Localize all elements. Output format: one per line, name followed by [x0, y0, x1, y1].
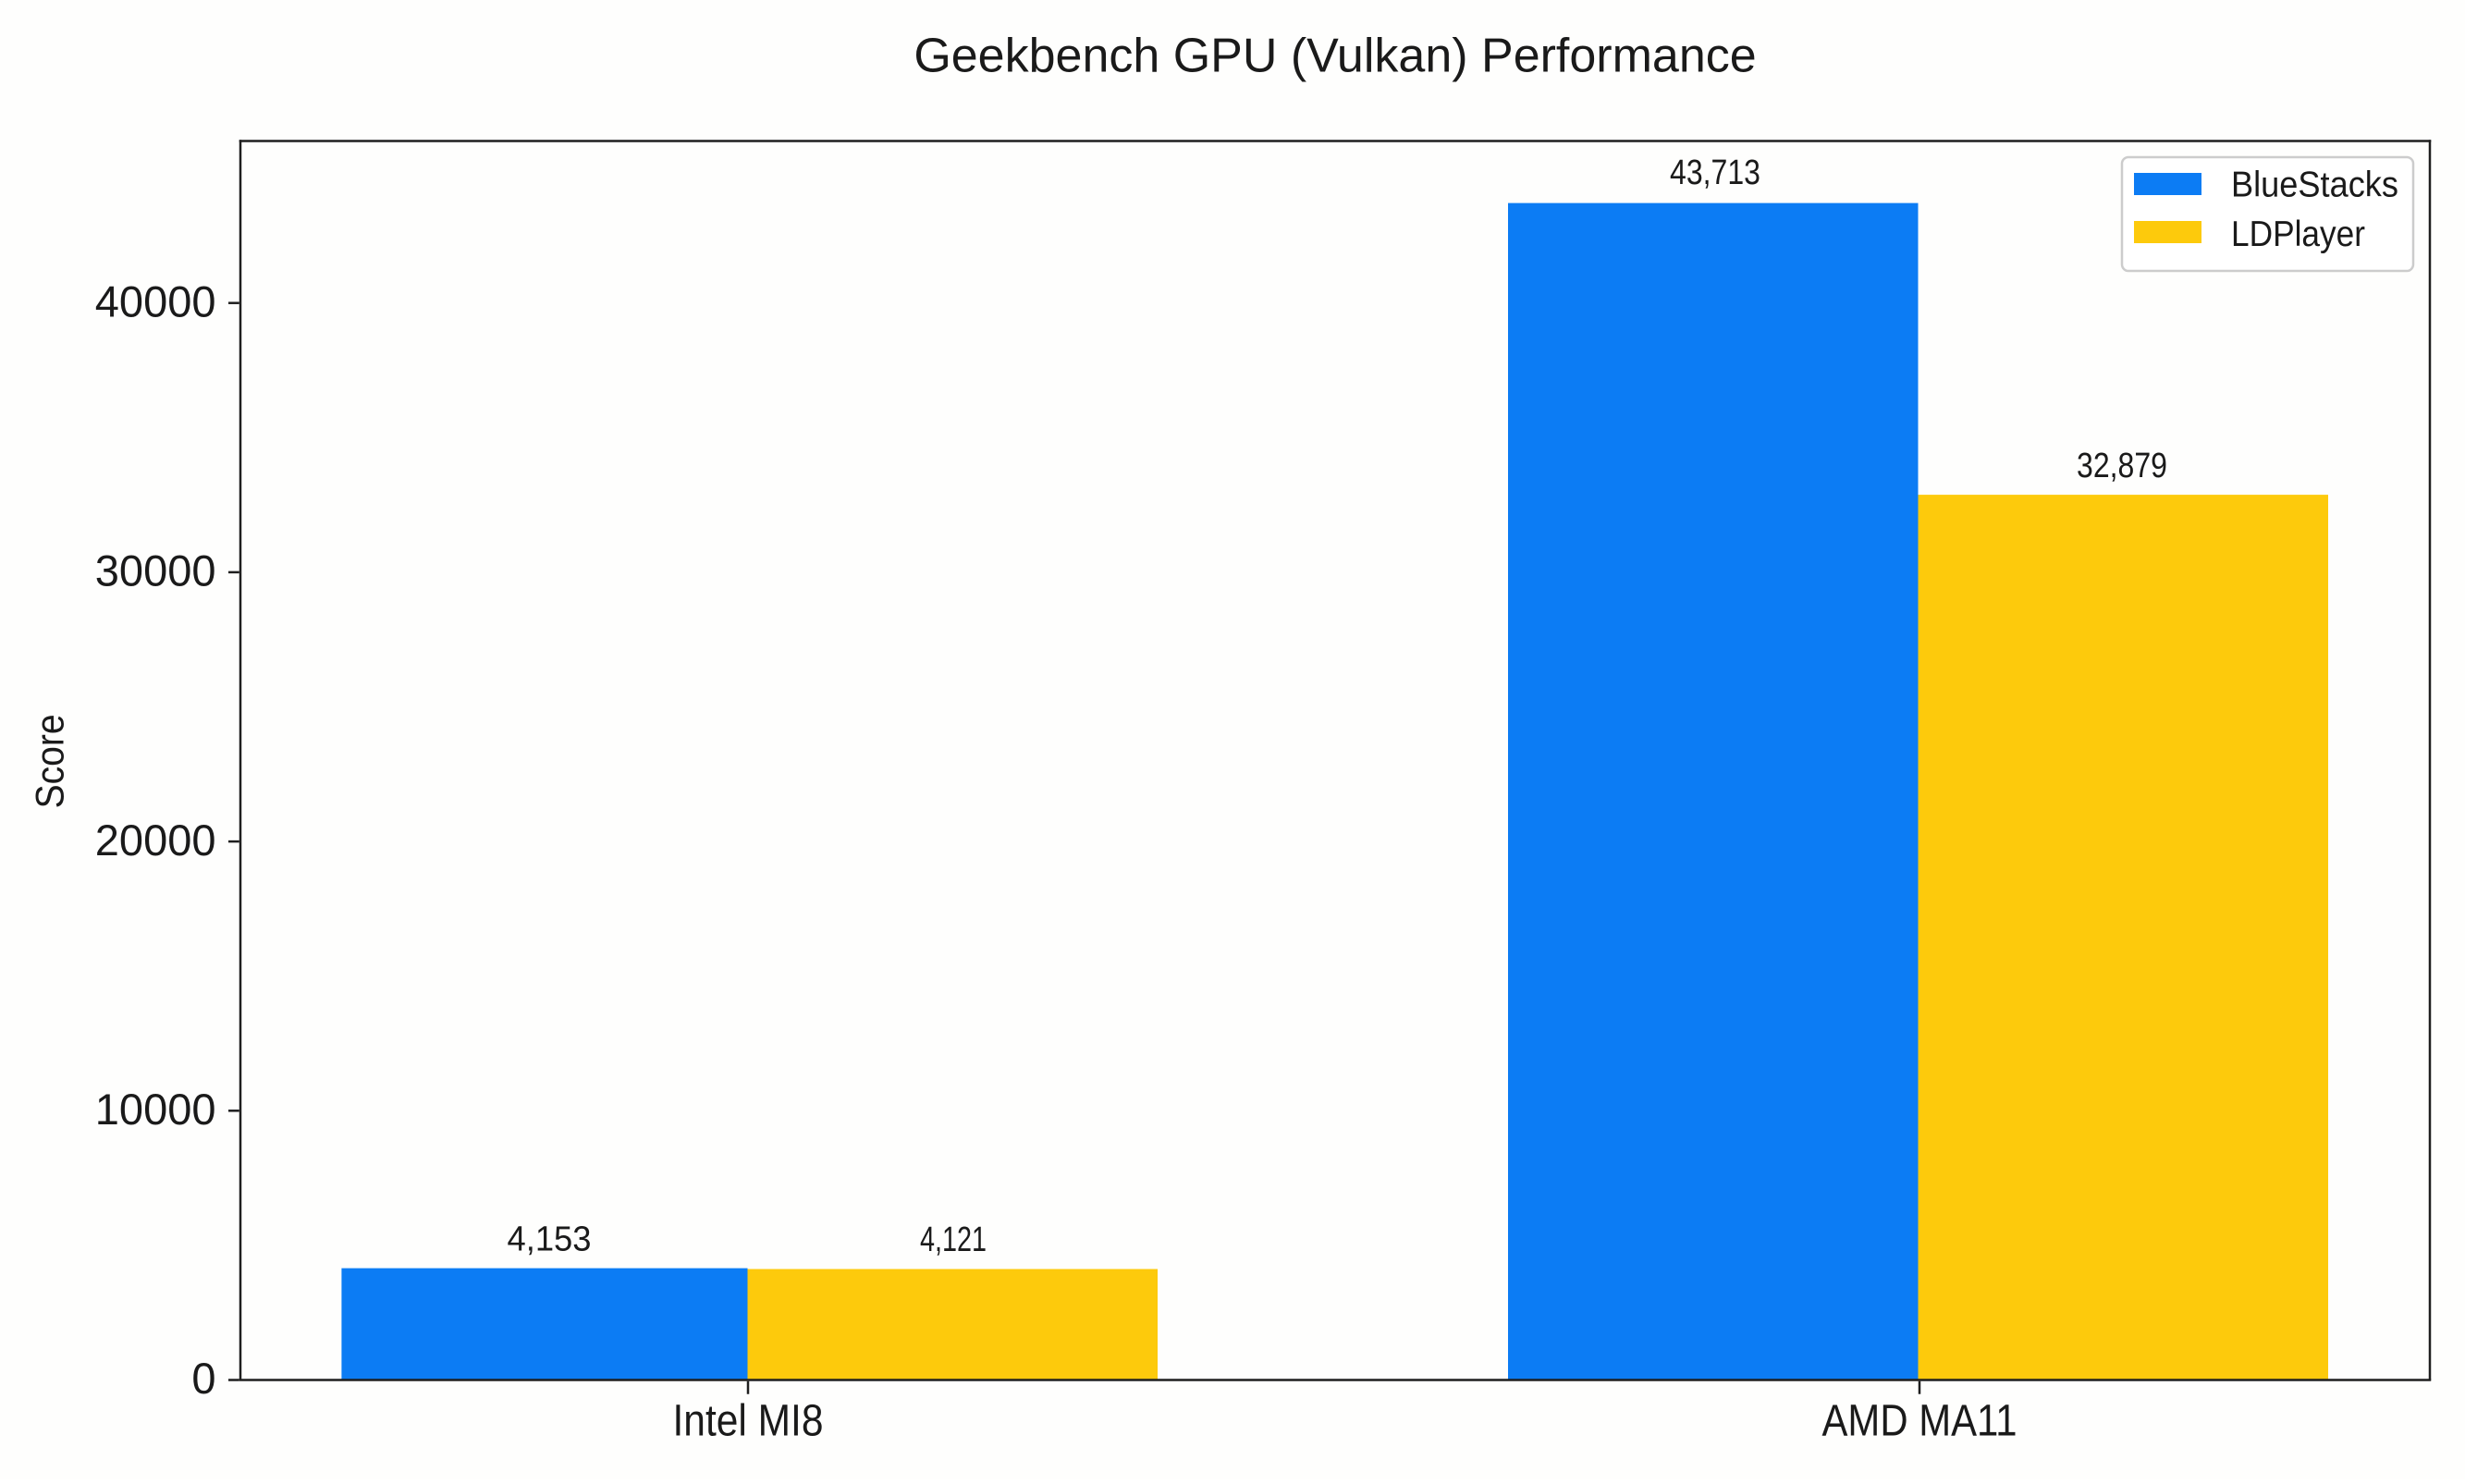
- svg-text:Intel MI8: Intel MI8: [673, 1396, 824, 1446]
- svg-text:10000: 10000: [95, 1085, 216, 1134]
- svg-text:40000: 40000: [95, 276, 216, 325]
- svg-text:30000: 30000: [95, 546, 216, 595]
- svg-text:0: 0: [191, 1354, 215, 1403]
- svg-text:Score: Score: [29, 714, 73, 808]
- svg-text:43,713: 43,713: [1670, 153, 1760, 192]
- svg-text:4,153: 4,153: [508, 1220, 592, 1259]
- svg-text:20000: 20000: [95, 816, 216, 865]
- svg-text:LDPlayer: LDPlayer: [2231, 215, 2365, 254]
- svg-text:Geekbench GPU (Vulkan) Perform: Geekbench GPU (Vulkan) Performance: [914, 30, 1756, 83]
- svg-text:32,879: 32,879: [2077, 447, 2167, 485]
- svg-text:BlueStacks: BlueStacks: [2231, 166, 2398, 205]
- svg-text:AMD MA11: AMD MA11: [1822, 1396, 2017, 1446]
- svg-text:4,121: 4,121: [920, 1220, 987, 1259]
